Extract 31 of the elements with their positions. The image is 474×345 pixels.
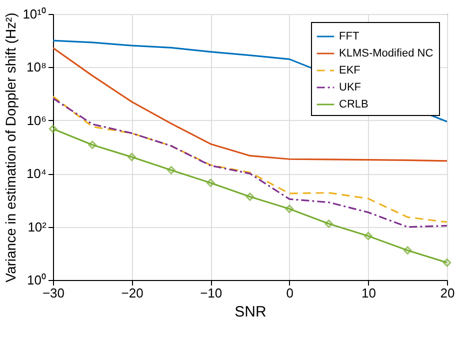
legend-label: FFT — [339, 30, 360, 42]
x-axis-title: SNR — [234, 304, 266, 320]
point — [167, 166, 176, 174]
point — [206, 178, 215, 187]
x-tick-label: −20 — [121, 286, 144, 300]
point — [364, 232, 372, 240]
line-series — [53, 47, 447, 162]
x-tick-label: 10 — [361, 286, 376, 300]
y-tick-label: 10¹⁰ — [22, 6, 46, 22]
point — [285, 204, 294, 214]
x-tick-label: −10 — [200, 286, 222, 300]
point — [246, 192, 254, 201]
y-tick-label: 10⁰ — [27, 272, 46, 288]
legend-label: UKF — [339, 82, 362, 94]
point — [403, 246, 412, 255]
point — [88, 140, 97, 150]
point — [442, 258, 452, 267]
legend-label: CRLB — [339, 98, 368, 110]
y-axis-title: Variance in estimation of Doppler shift (Hz²) — [2, 12, 19, 282]
y-tick-label: 10⁶ — [26, 112, 46, 128]
x-tick-label: 0 — [286, 286, 294, 300]
point — [324, 220, 333, 228]
x-tick-label: −30 — [42, 286, 65, 300]
y-tick-label: 10⁴ — [26, 166, 46, 182]
y-tick-label: 10² — [28, 219, 48, 234]
point — [128, 152, 136, 162]
point — [48, 124, 58, 134]
legend-label: KLMS-Modified NC — [339, 48, 434, 60]
y-tick-label: 10⁸ — [26, 60, 46, 75]
x-tick-label: 20 — [440, 286, 455, 300]
legend-label: EKF — [339, 64, 361, 76]
